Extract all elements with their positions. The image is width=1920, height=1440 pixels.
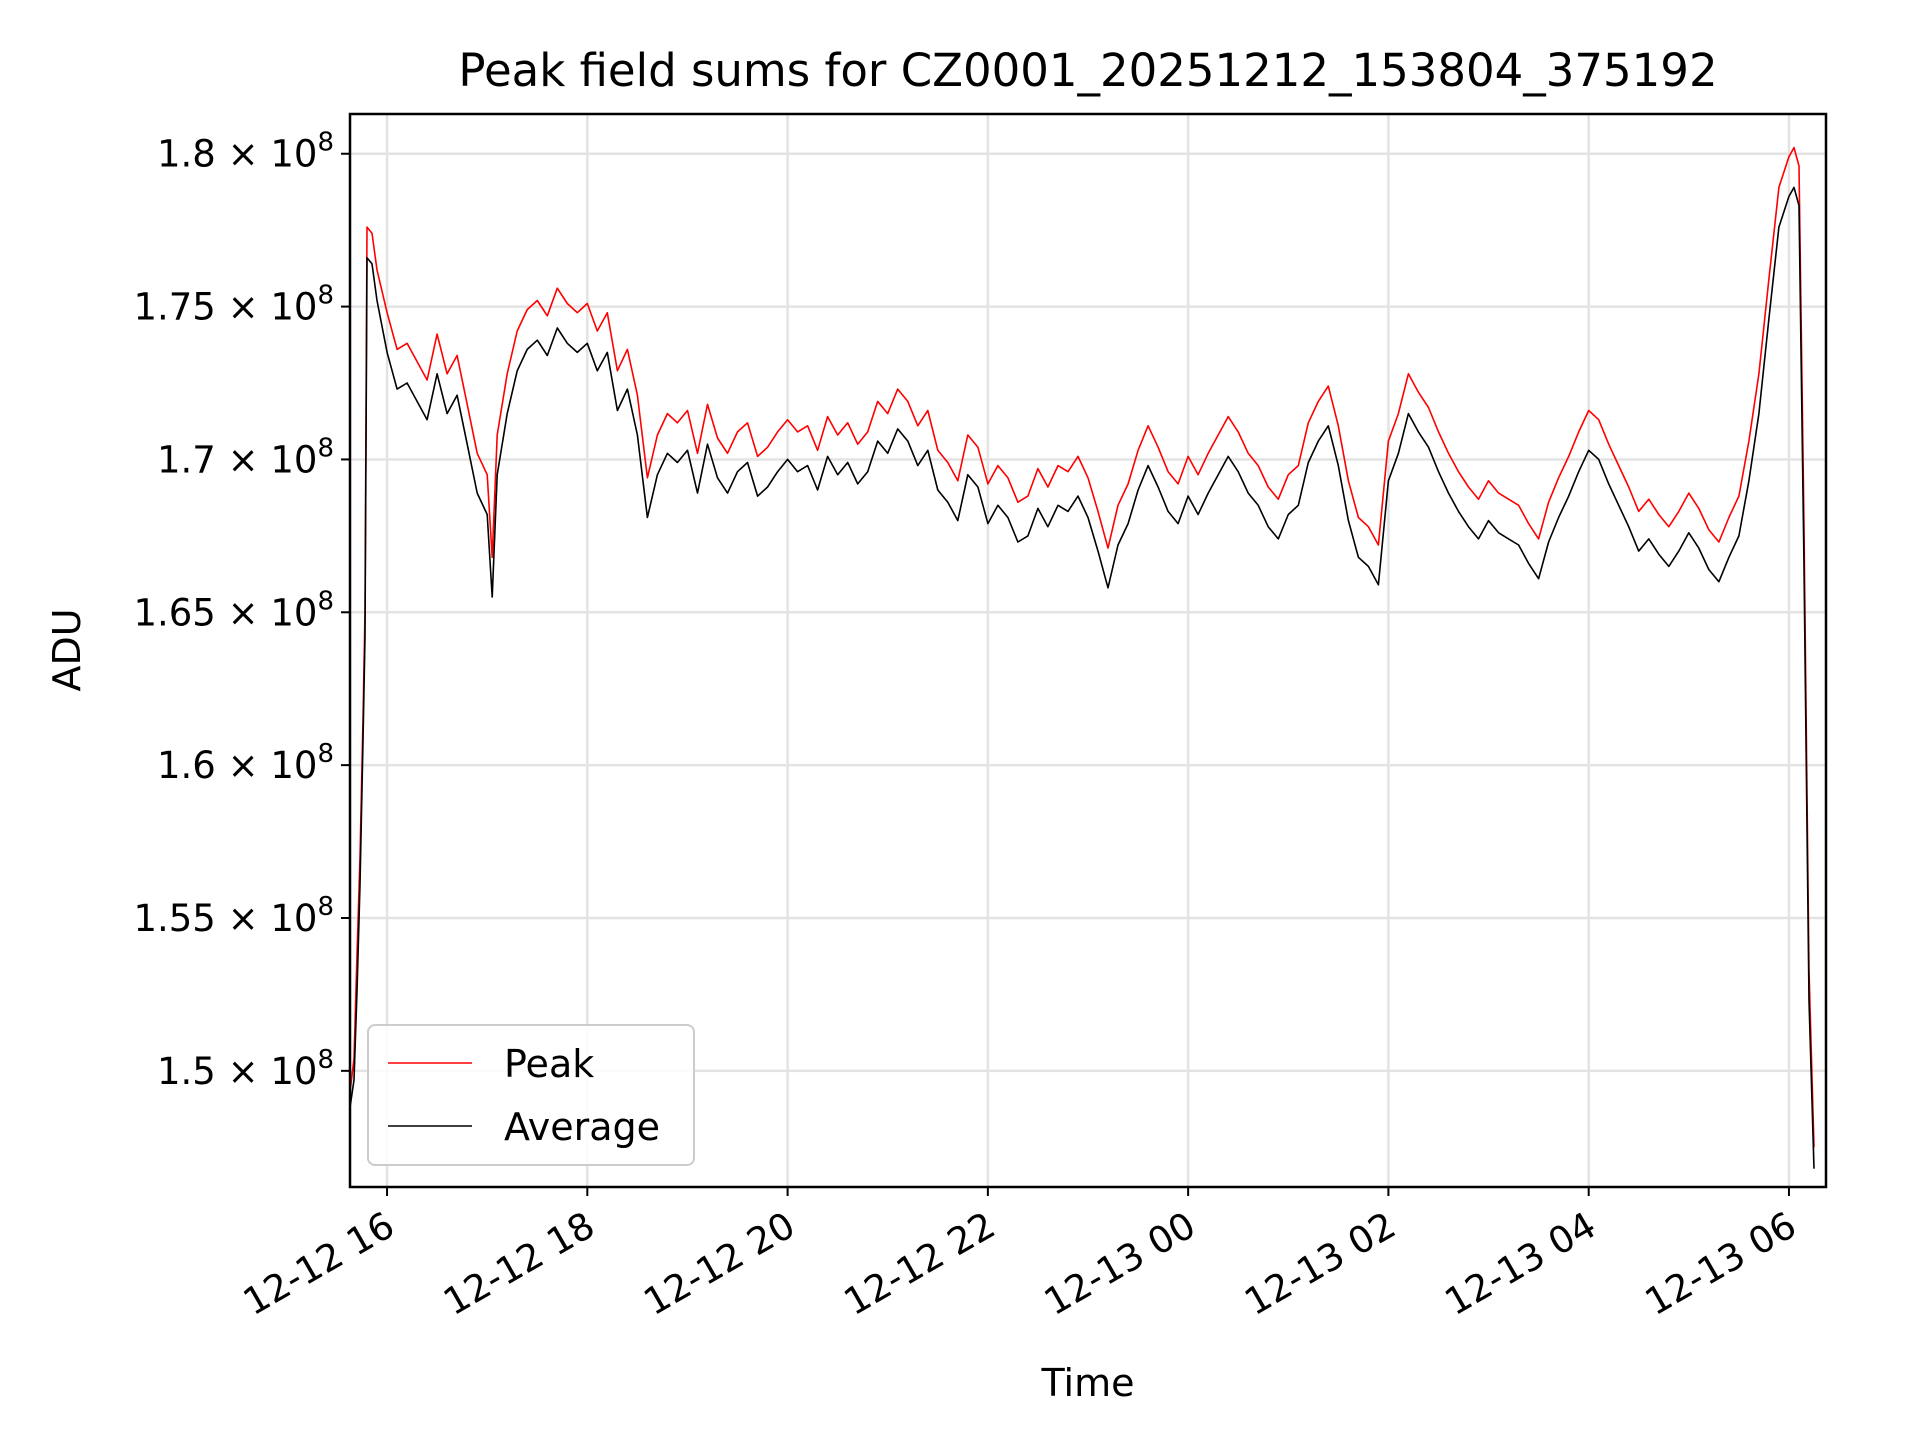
y-tick-label: 1.55 × 108 bbox=[133, 892, 334, 940]
y-tick-label: 1.8 × 108 bbox=[157, 128, 334, 176]
y-tick-label: 1.65 × 108 bbox=[133, 586, 334, 634]
y-tick-label: 1.5 × 108 bbox=[157, 1045, 334, 1093]
y-tick-label: 1.6 × 108 bbox=[157, 739, 334, 787]
legend: Peak Average bbox=[367, 1024, 695, 1166]
y-tick-label: 1.75 × 108 bbox=[133, 281, 334, 329]
y-tick-label: 1.7 × 108 bbox=[157, 433, 334, 481]
series-layer bbox=[350, 146, 1815, 1169]
y-axis-ticks: 1.5 × 108 1.55 × 108 1.6 × 108 1.65 × 108 1.… bbox=[133, 128, 350, 1093]
series-line-peak bbox=[350, 146, 1815, 1148]
y-axis-label: ADU bbox=[45, 608, 89, 691]
series-line-average bbox=[350, 186, 1815, 1169]
legend-box bbox=[367, 1024, 695, 1166]
plot-frame bbox=[348, 112, 1828, 1189]
legend-label-average: Average bbox=[504, 1105, 660, 1149]
x-axis-label: Time bbox=[1041, 1361, 1135, 1405]
legend-label-peak: Peak bbox=[504, 1042, 594, 1086]
chart-title: Peak field sums for CZ0001_20251212_1538… bbox=[458, 44, 1717, 97]
